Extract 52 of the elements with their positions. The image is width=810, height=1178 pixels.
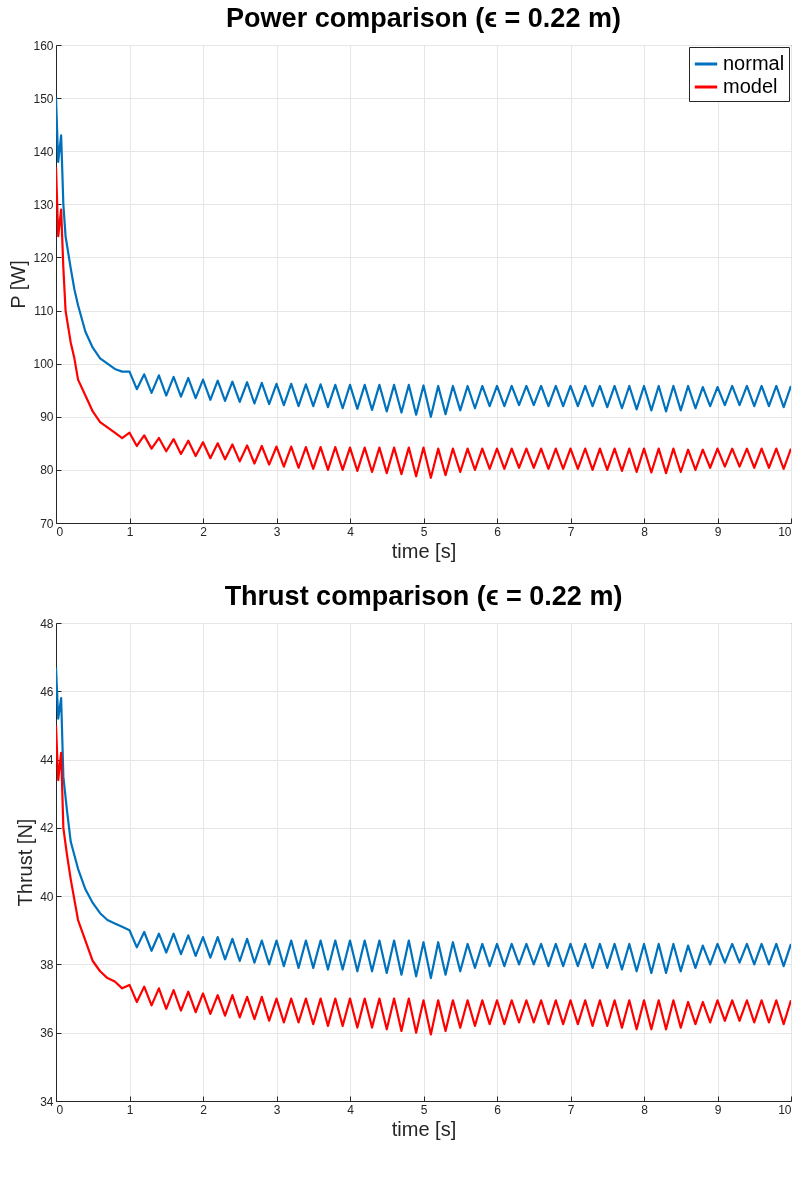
y-tick-label: 44: [40, 753, 54, 768]
x-axis-title: time [s]: [391, 539, 457, 562]
x-axis-title: time [s]: [391, 1117, 457, 1140]
chart-title: Power comparison (ϵ = 0.22 m): [226, 3, 621, 33]
chart-title: Thrust comparison (ϵ = 0.22 m): [224, 581, 623, 611]
y-axis-title: Thrust [N]: [14, 818, 37, 907]
line-series: [56, 724, 791, 1036]
x-tick-label: 6: [494, 1102, 502, 1117]
y-axis-title: P [W]: [7, 260, 30, 309]
x-tick-label: 5: [420, 524, 428, 539]
x-tick-label: 4: [347, 524, 355, 539]
y-tick-label: 150: [33, 91, 54, 106]
x-tick-label: 3: [273, 1102, 281, 1117]
x-tick-label: 8: [641, 1102, 649, 1117]
x-tick-label: 7: [567, 1102, 575, 1117]
y-tick-label: 90: [40, 410, 54, 425]
x-tick-label: 5: [420, 1102, 428, 1117]
y-tick-label: 34: [40, 1094, 54, 1109]
x-tick-label: 1: [126, 1102, 134, 1117]
y-tick-label: 48: [40, 616, 54, 631]
y-tick-label: 38: [40, 957, 54, 972]
y-tick-label: 36: [40, 1026, 54, 1041]
y-tick-label: 120: [33, 250, 54, 265]
y-tick-label: 100: [33, 357, 54, 372]
x-tick-label: 0: [56, 1102, 64, 1117]
x-tick-label: 10: [778, 1102, 792, 1117]
y-tick-label: 140: [33, 144, 54, 159]
y-tick-label: 46: [40, 684, 54, 699]
legend-label: model: [723, 75, 778, 97]
x-tick-label: 10: [778, 524, 792, 539]
y-tick-label: 130: [33, 197, 54, 212]
y-tick-label: 80: [40, 463, 54, 478]
y-tick-label: 42: [40, 821, 54, 836]
x-tick-label: 4: [347, 1102, 355, 1117]
x-tick-label: 7: [567, 524, 575, 539]
x-tick-label: 0: [56, 524, 64, 539]
line-series: [56, 97, 791, 418]
y-tick-label: 70: [40, 516, 54, 531]
x-tick-label: 9: [714, 524, 722, 539]
x-tick-label: 9: [714, 1102, 722, 1117]
y-tick-label: 40: [40, 889, 54, 904]
legend-label: normal: [723, 52, 785, 74]
y-tick-label: 110: [34, 304, 54, 319]
x-tick-label: 2: [200, 1102, 208, 1117]
x-tick-label: 2: [200, 524, 208, 539]
line-series: [56, 666, 791, 980]
x-tick-label: 1: [126, 524, 134, 539]
x-tick-label: 6: [494, 524, 502, 539]
x-tick-label: 3: [273, 524, 281, 539]
y-tick-label: 160: [33, 38, 54, 53]
x-tick-label: 8: [641, 524, 649, 539]
line-series: [56, 166, 791, 479]
